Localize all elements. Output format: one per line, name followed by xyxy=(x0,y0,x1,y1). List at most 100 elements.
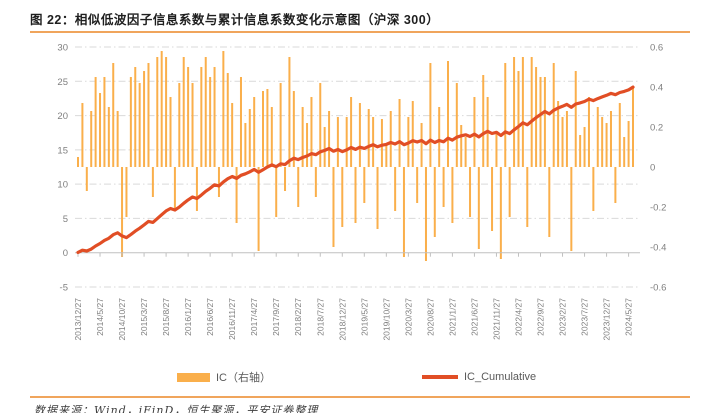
ic-bar xyxy=(306,123,309,167)
ic-bar xyxy=(284,167,287,191)
left-axis-tick-label: 20 xyxy=(57,111,68,122)
ic-bar xyxy=(85,167,88,191)
gridlines xyxy=(75,46,640,288)
x-axis-date-label: 2017/4/27 xyxy=(249,298,259,336)
x-axis-date-label: 2018/2/27 xyxy=(293,298,303,336)
x-axis-date-label: 2024/5/27 xyxy=(624,298,634,336)
ic-bar xyxy=(561,117,564,167)
ic-bar xyxy=(213,67,216,167)
x-axis-date-label: 2019/5/27 xyxy=(359,298,369,336)
ic-bar xyxy=(389,111,392,167)
ic-bar xyxy=(116,111,119,167)
ic-bar xyxy=(394,167,397,211)
x-axis-date-label: 2016/1/27 xyxy=(183,298,193,336)
ic-bar xyxy=(565,111,568,167)
ic-bar xyxy=(99,93,102,167)
left-axis-tick-label: 0 xyxy=(63,248,68,259)
ic-bar xyxy=(191,83,194,167)
ic-bar xyxy=(244,123,247,167)
x-axis-date-label: 2021/11/27 xyxy=(491,298,501,340)
x-axis xyxy=(75,252,640,257)
ic-bar xyxy=(314,167,317,197)
ic-bar xyxy=(411,101,414,167)
ic-bar xyxy=(363,167,366,203)
ic-bar xyxy=(354,167,357,223)
ic-bar xyxy=(125,167,128,217)
ic-bar xyxy=(495,131,498,167)
ic-bar xyxy=(376,167,379,229)
right-axis-tick-label: -0.4 xyxy=(650,243,666,254)
x-axis-date-label: 2021/1/27 xyxy=(447,298,457,336)
x-axis-date-label: 2015/3/27 xyxy=(139,298,149,336)
ic-bar xyxy=(632,87,634,167)
x-axis-date-label: 2018/12/27 xyxy=(337,298,347,341)
cumulative-line-swatch-icon xyxy=(422,375,458,379)
ic-bar xyxy=(226,73,229,167)
ic-bar xyxy=(94,77,97,167)
ic-bar xyxy=(319,83,322,167)
legend-label-cumulative: IC_Cumulative xyxy=(464,371,537,383)
ic-bar xyxy=(543,77,546,167)
ic-bar xyxy=(596,107,599,167)
ic-bar xyxy=(504,63,507,167)
ic-bar xyxy=(143,71,146,167)
ic-bar xyxy=(521,57,524,167)
left-axis-tick-label: 10 xyxy=(57,180,68,191)
ic-bar xyxy=(134,67,137,167)
ic-bar xyxy=(583,127,586,167)
legend-item-cumulative: IC_Cumulative xyxy=(422,369,536,385)
ic-bar xyxy=(482,75,485,167)
ic-bar xyxy=(239,77,242,167)
ic-bar xyxy=(623,137,626,167)
ic-bar xyxy=(587,97,590,167)
ic-bar xyxy=(235,167,238,223)
x-axis-date-label: 2018/7/27 xyxy=(315,298,325,336)
ic-bar xyxy=(469,167,472,217)
ic-bar xyxy=(156,57,159,167)
ic-chart-svg: 30 25 20 15 10 5 0 -5 0.6 0.4 0.2 0 -0.2 -0.4 -0.6 2013… xyxy=(57,43,666,341)
ic-bar xyxy=(332,167,335,247)
ic-bar xyxy=(447,61,449,167)
ic-bar xyxy=(372,117,375,167)
data-source-note: 数据来源：Wind，iFinD，恒生聚源，平安证券整理 xyxy=(34,404,319,413)
ic-bar xyxy=(200,67,203,167)
left-axis-tick-label: 25 xyxy=(57,77,68,88)
right-axis-tick-label: 0.4 xyxy=(650,83,663,94)
ic-bar xyxy=(160,51,163,167)
ic-bar xyxy=(195,167,198,211)
x-axis-date-label: 2014/10/27 xyxy=(117,298,127,341)
ic-bar xyxy=(420,123,423,167)
x-axis-date-label: 2020/8/27 xyxy=(425,298,435,336)
ic-bar xyxy=(297,167,300,207)
ic-bar xyxy=(121,167,124,257)
ic-bar xyxy=(165,57,168,167)
ic-bar xyxy=(517,71,520,167)
x-axis-date-label: 2022/9/27 xyxy=(536,298,546,336)
ic-bar xyxy=(416,167,419,203)
ic-bar xyxy=(530,57,533,167)
x-axis-date-label: 2016/11/27 xyxy=(227,298,237,340)
ic-bar xyxy=(187,67,190,167)
ic-bar xyxy=(209,77,212,167)
ic-bar xyxy=(323,127,326,167)
ic-bar xyxy=(310,97,313,167)
ic-bar xyxy=(605,123,608,167)
ic-bar-series xyxy=(77,51,634,261)
left-axis-tick-label: 15 xyxy=(57,145,68,156)
x-axis-date-label: 2022/4/27 xyxy=(513,298,523,336)
x-axis-labels: 2013/12/27 2014/5/27 2014/10/27 2015/3/27 20… xyxy=(73,298,634,341)
ic-bar xyxy=(151,167,154,197)
ic-bar xyxy=(464,137,467,167)
ic-bar xyxy=(548,167,551,237)
ic-bar xyxy=(231,103,234,167)
x-axis-date-label: 2013/12/27 xyxy=(73,298,83,341)
title-divider-rule xyxy=(30,31,690,33)
ic-bar xyxy=(499,167,502,259)
ic-bar xyxy=(557,101,560,167)
ic-bar xyxy=(301,107,304,167)
ic-bar xyxy=(508,167,511,217)
ic-bar xyxy=(182,57,185,167)
ic-bar xyxy=(380,119,383,167)
ic-bar xyxy=(217,167,220,197)
